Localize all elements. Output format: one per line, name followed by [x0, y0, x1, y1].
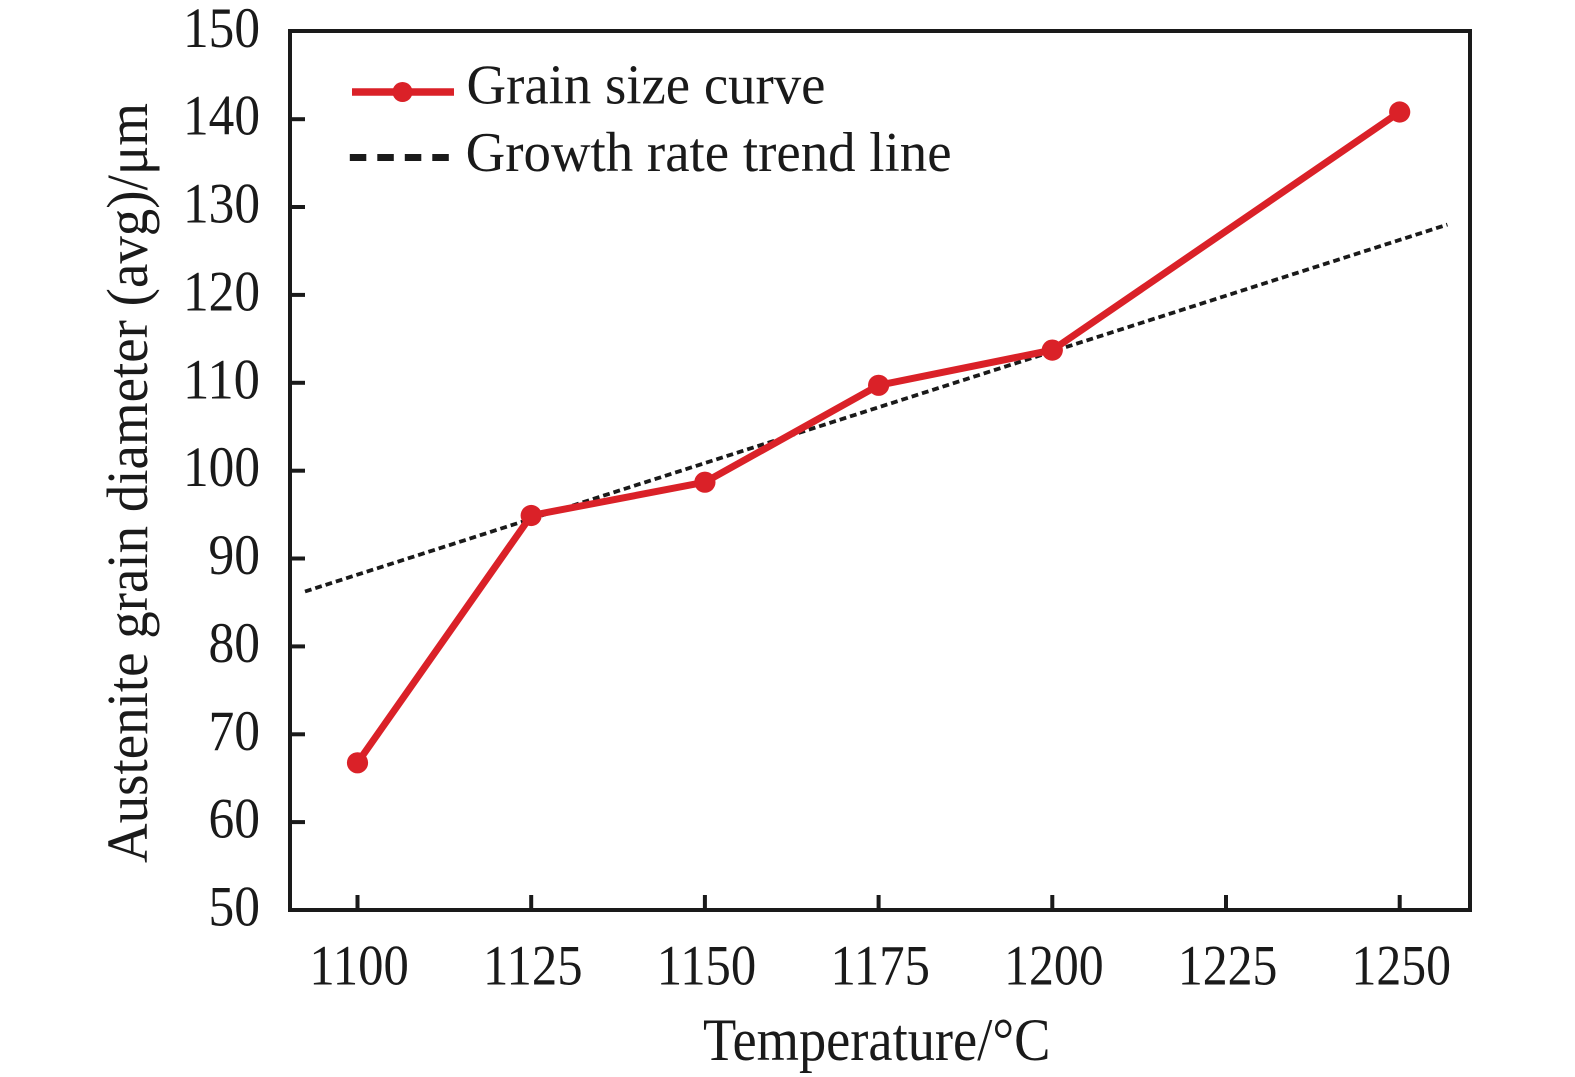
svg-text:70: 70 [209, 700, 261, 763]
svg-text:1100: 1100 [309, 935, 409, 998]
svg-text:1175: 1175 [830, 935, 930, 998]
svg-text:Austenite grain diameter (avg): Austenite grain diameter (avg)/μm [95, 103, 160, 863]
svg-text:60: 60 [209, 788, 261, 851]
svg-text:90: 90 [209, 524, 261, 587]
svg-text:Temperature/°C: Temperature/°C [703, 1007, 1050, 1073]
svg-text:120: 120 [183, 261, 260, 324]
svg-text:1200: 1200 [1004, 935, 1104, 998]
svg-text:1125: 1125 [483, 935, 583, 998]
svg-text:130: 130 [183, 173, 260, 236]
svg-text:1225: 1225 [1178, 935, 1278, 998]
svg-text:140: 140 [183, 85, 260, 148]
svg-text:80: 80 [209, 612, 261, 675]
svg-text:100: 100 [183, 436, 260, 499]
svg-text:Grain size curve: Grain size curve [467, 55, 826, 117]
svg-text:50: 50 [209, 876, 261, 939]
svg-text:150: 150 [183, 0, 260, 60]
svg-text:Growth rate trend line: Growth rate trend line [466, 122, 952, 184]
svg-text:1150: 1150 [657, 935, 757, 998]
svg-text:110: 110 [183, 348, 260, 411]
svg-text:1250: 1250 [1352, 935, 1452, 998]
